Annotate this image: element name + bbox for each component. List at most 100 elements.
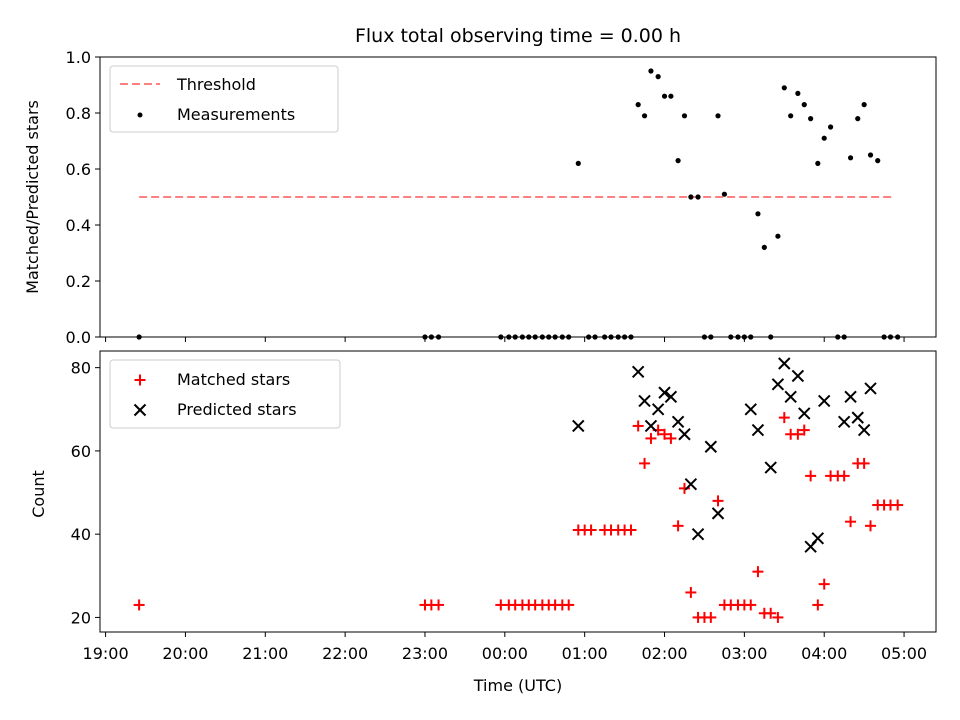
x-tick-label: 00:00	[482, 644, 528, 663]
legend-measurements-swatch	[137, 112, 143, 118]
predicted-star-point	[658, 386, 671, 399]
x-tick-label: 21:00	[242, 644, 288, 663]
x-tick-label: 04:00	[801, 644, 847, 663]
ratio-legend-box	[109, 65, 339, 133]
matched-star-point	[133, 599, 145, 611]
legend-matched-marker	[134, 374, 146, 386]
matched-star-point	[772, 611, 784, 623]
ratio-y-tick-label: 0.2	[66, 272, 91, 291]
count-y-tick-label: 20	[71, 608, 91, 627]
predicted-star-point	[784, 390, 797, 403]
predicted-star-point	[798, 407, 811, 420]
ratio-y-tick-label: 0.4	[66, 216, 91, 235]
matched-star-point	[838, 470, 850, 482]
matched-star-point	[818, 578, 830, 590]
count-y-axis-label: Count	[29, 470, 48, 518]
predicted-star-point	[857, 423, 871, 437]
predicted-star-point	[844, 390, 857, 403]
matched-star-point	[645, 432, 657, 444]
measurement-point	[715, 113, 721, 119]
measurement-point	[795, 90, 801, 96]
count-y-tick-label: 80	[71, 359, 91, 378]
measurement-point	[788, 113, 794, 119]
ratio-legend: Threshold Measurements	[109, 65, 339, 133]
measurement-point	[828, 124, 834, 130]
x-tick-label: 05:00	[881, 644, 927, 663]
matched-star-point	[812, 599, 824, 611]
predicted-star-point	[572, 419, 585, 433]
matched-star-point	[892, 499, 904, 511]
count-legend: Matched stars Predicted stars	[109, 359, 341, 429]
legend-matched-label: Matched stars	[177, 370, 290, 389]
measurement-point	[861, 102, 867, 108]
matched-star-point	[665, 432, 677, 444]
count-x-ticks: 19:00 20:00 21:00 22:00 23:00 00:00 01:00 02:00…	[83, 632, 927, 663]
predicted-star-point	[704, 440, 718, 453]
legend-threshold-label: Threshold	[176, 75, 256, 94]
matched-star-point	[798, 424, 810, 436]
measurement-point	[635, 102, 641, 108]
measurement-point	[847, 155, 854, 161]
predicted-star-point	[818, 394, 831, 408]
measurement-point	[755, 211, 761, 217]
ratio-y-tick-label: 1.0	[66, 48, 91, 67]
matched-star-point	[792, 428, 804, 440]
matched-star-point	[858, 457, 870, 469]
x-tick-label: 22:00	[322, 644, 368, 663]
measurement-point	[655, 74, 661, 80]
measurement-point	[815, 160, 821, 166]
count-legend-box	[109, 359, 341, 429]
predicted-star-point	[771, 378, 785, 391]
measurement-point	[681, 113, 688, 119]
ratio-y-tick-label: 0.6	[66, 160, 91, 179]
x-tick-label: 23:00	[402, 644, 448, 663]
matched-star-point	[712, 495, 724, 507]
matched-star-point	[678, 482, 690, 494]
ratio-marks	[136, 68, 901, 340]
predicted-star-point	[678, 428, 691, 441]
matched-star-point	[685, 586, 697, 598]
measurement-point	[668, 93, 674, 99]
measurement-point	[761, 244, 767, 250]
predicted-star-point	[664, 390, 678, 403]
measurement-point	[855, 116, 861, 122]
predicted-star-point	[851, 411, 864, 424]
measurement-point	[575, 160, 581, 166]
measurement-point	[661, 93, 668, 99]
measurement-point	[695, 194, 701, 200]
legend-measurements-label: Measurements	[177, 105, 295, 124]
legend-matched-swatch	[134, 374, 146, 386]
x-tick-label: 19:00	[83, 644, 129, 663]
predicted-star-point	[791, 369, 805, 383]
measurement-point	[801, 102, 807, 108]
matched-star-point	[639, 457, 651, 469]
matched-star-point	[765, 607, 777, 619]
ratio-y-axis-label: Matched/Predicted stars	[23, 100, 42, 294]
count-y-ticks: 20 40 60 80	[71, 359, 100, 627]
predicted-star-point	[744, 403, 757, 416]
matched-star-point	[659, 428, 671, 440]
measurement-point	[775, 233, 781, 239]
matched-star-point	[632, 420, 644, 432]
measurement-point	[875, 158, 881, 164]
x-tick-label: 03:00	[721, 644, 767, 663]
predicted-star-point	[631, 365, 645, 379]
x-tick-label: 20:00	[162, 644, 208, 663]
ratio-axes-frame	[99, 56, 937, 338]
predicted-star-point	[864, 382, 877, 395]
matched-star-point	[778, 412, 790, 424]
matched-star-point	[865, 520, 877, 532]
predicted-star-point	[671, 415, 685, 428]
measurement-point	[781, 85, 787, 91]
measurement-point	[721, 191, 728, 197]
count-axes-frame	[99, 350, 937, 633]
matched-star-point	[585, 524, 597, 536]
x-axis-label: Time (UTC)	[473, 676, 562, 695]
predicted-star-point	[651, 403, 665, 416]
x-tick-label: 01:00	[562, 644, 608, 663]
count-y-tick-label: 60	[71, 442, 91, 461]
matched-star-point	[805, 470, 817, 482]
predicted-star-point	[684, 478, 698, 491]
matched-star-point	[563, 599, 575, 611]
